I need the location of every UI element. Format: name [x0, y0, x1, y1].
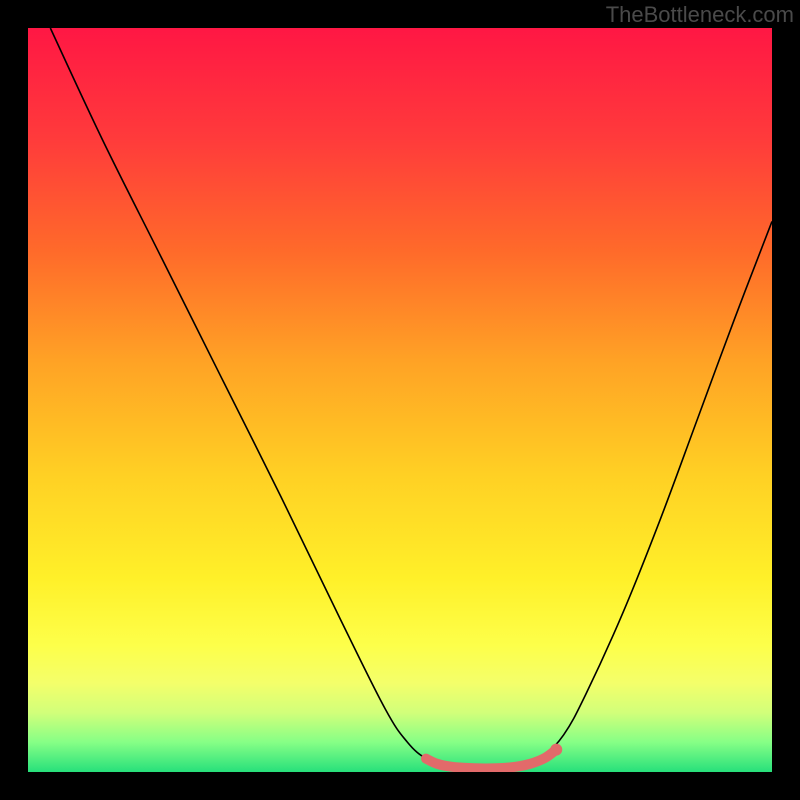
gradient-background [28, 28, 772, 772]
highlight-end-marker [550, 744, 562, 756]
watermark-text: TheBottleneck.com [606, 2, 794, 28]
chart-canvas: TheBottleneck.com [0, 0, 800, 800]
plot-svg [28, 28, 772, 772]
plot-area [28, 28, 772, 772]
